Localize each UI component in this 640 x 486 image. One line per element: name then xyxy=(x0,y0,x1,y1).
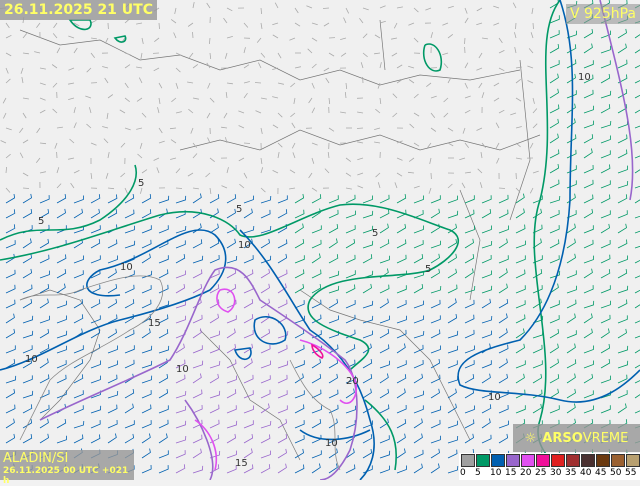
contour-label: 10 xyxy=(120,262,133,273)
legend-tick: 30 xyxy=(550,468,561,478)
brand-logo: ☼ ARSO VREME xyxy=(513,424,640,452)
legend-swatch xyxy=(551,454,565,467)
legend-swatch xyxy=(626,454,640,467)
contour-label: 5 xyxy=(425,264,431,275)
contour-label: 10 xyxy=(176,364,189,375)
sun-icon: ☼ xyxy=(525,431,537,446)
model-run: 26.11.2025 00 UTC +021 h xyxy=(3,466,131,486)
contour-label: 15 xyxy=(235,458,248,469)
wind-barb xyxy=(23,188,29,189)
contour-label: 10 xyxy=(578,72,591,83)
legend-tick: 10 xyxy=(490,468,501,478)
legend-swatch xyxy=(596,454,610,467)
contour-label: 5 xyxy=(236,204,242,215)
wind-barb xyxy=(244,143,250,144)
legend-swatch xyxy=(461,454,475,467)
wind-barb xyxy=(533,23,534,29)
legend-tick: 45 xyxy=(595,468,606,478)
wind-barb xyxy=(176,188,182,189)
wind-barb xyxy=(193,32,194,38)
legend-swatch xyxy=(536,454,550,467)
contour-label: 5 xyxy=(38,216,44,227)
legend-tick: 35 xyxy=(565,468,576,478)
wind-barb xyxy=(499,188,505,189)
contour-label: 10 xyxy=(488,392,501,403)
legend-tick: 40 xyxy=(580,468,591,478)
legend-swatch xyxy=(506,454,520,467)
model-info: ALADIN/SI 26.11.2025 00 UTC +021 h xyxy=(0,450,134,480)
contour-label: 15 xyxy=(148,318,161,329)
legend-tick: 25 xyxy=(535,468,546,478)
wind-barb xyxy=(357,128,363,129)
legend-swatch xyxy=(476,454,490,467)
contour-label: 20 xyxy=(346,376,359,387)
brand-rest: VREME xyxy=(583,431,629,446)
contour-label: 10 xyxy=(25,354,38,365)
wind-barb xyxy=(465,38,466,44)
legend-swatch xyxy=(521,454,535,467)
legend-tick: 0 xyxy=(460,468,466,478)
legend-swatch xyxy=(566,454,580,467)
model-name: ALADIN/SI xyxy=(3,451,131,466)
legend-swatch xyxy=(491,454,505,467)
contour-label: 10 xyxy=(238,240,251,251)
wind-barb xyxy=(255,83,261,84)
legend-tick: 15 xyxy=(505,468,516,478)
legend-swatch xyxy=(581,454,595,467)
legend-tick: 5 xyxy=(475,468,481,478)
contour-label: 5 xyxy=(138,178,144,189)
brand-bold: ARSO xyxy=(542,431,583,446)
legend-tick: 50 xyxy=(610,468,621,478)
valid-time-label: 26.11.2025 21 UTC xyxy=(0,0,157,20)
wind-barb xyxy=(516,23,517,29)
contour-label: 10 xyxy=(325,438,338,449)
wind-barb xyxy=(159,23,160,29)
legend-tick: 55 xyxy=(625,468,636,478)
legend-swatch xyxy=(611,454,625,467)
contour-label: 5 xyxy=(372,228,378,239)
level-label: V 925hPa xyxy=(566,4,640,24)
legend-tick: 20 xyxy=(520,468,531,478)
wind-barb xyxy=(323,8,329,9)
